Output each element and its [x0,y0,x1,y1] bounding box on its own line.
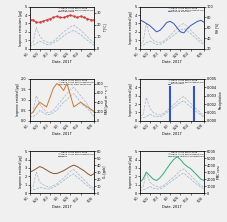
Legend: GRAS Acros PDAS-2018, GRAS Acros PDAS-radout sim, Particle matter concentration: GRAS Acros PDAS-2018, GRAS Acros PDAS-ra… [167,152,204,157]
Legend: GRAS Acros PDAS-2018, GRAS Acros PDAS-radout sim, Temperature: GRAS Acros PDAS-2018, GRAS Acros PDAS-ra… [57,7,94,12]
Legend: GRAS Acros PDAS-2018, GRAS Acros PDAS-radout sim, Ozone: GRAS Acros PDAS-2018, GRAS Acros PDAS-ra… [57,152,94,157]
Y-axis label: Isoprene emitted [µg]: Isoprene emitted [µg] [129,156,133,188]
Y-axis label: Isoprene emitted [µg]: Isoprene emitted [µg] [129,11,133,44]
Y-axis label: Isoprene emitted [µg]: Isoprene emitted [µg] [19,156,23,188]
Y-axis label: T [°C]: T [°C] [103,23,107,32]
Y-axis label: Isoprene emissions [µg]: Isoprene emissions [µg] [19,10,23,46]
X-axis label: Date, 2017: Date, 2017 [52,60,72,64]
X-axis label: Date, 2017: Date, 2017 [162,60,182,64]
Y-axis label: PAR [µmol m⁻² s⁻¹]: PAR [µmol m⁻² s⁻¹] [105,85,109,114]
Y-axis label: Isoprene emitted [µg]: Isoprene emitted [µg] [129,84,133,116]
Y-axis label: O₃ [ppb]: O₃ [ppb] [103,166,107,178]
Y-axis label: Isoprene emitted [µg]: Isoprene emitted [µg] [16,84,20,116]
X-axis label: Date, 2017: Date, 2017 [52,132,72,136]
Y-axis label: RH [%]: RH [%] [215,23,219,33]
Legend: GRAS Acros PDAS-2018, GRAS Acros PDAS-radout sim, Relative humidity: GRAS Acros PDAS-2018, GRAS Acros PDAS-ra… [168,7,204,12]
X-axis label: Date, 2017: Date, 2017 [52,205,72,209]
Legend: GRAS Acros PDAS-2018, GRAS Acros PDAS-radout sim, Precipitation: GRAS Acros PDAS-2018, GRAS Acros PDAS-ra… [168,79,204,85]
X-axis label: Date, 2017: Date, 2017 [162,205,182,209]
Y-axis label: Precipitation: Precipitation [219,91,223,109]
Y-axis label: PMC conc: PMC conc [217,165,222,179]
X-axis label: Date, 2017: Date, 2017 [162,132,182,136]
Legend: GRAS Acros PDAS-2018, GRAS Acros PDAS-radout sim, PAR(PDAS) daily mean obs: GRAS Acros PDAS-2018, GRAS Acros PDAS-ra… [57,79,94,85]
